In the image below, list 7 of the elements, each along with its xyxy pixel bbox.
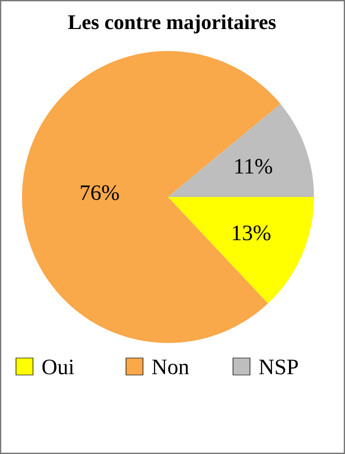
data-label: 11% — [235, 158, 272, 174]
legend-label: NSP — [259, 360, 298, 374]
legend-label: Non — [152, 360, 189, 374]
data-label: 76% — [80, 185, 119, 200]
legend-label: Oui — [42, 360, 74, 374]
chart-title: Les contre majoritaires — [68, 14, 276, 34]
data-label: 13% — [232, 226, 270, 240]
